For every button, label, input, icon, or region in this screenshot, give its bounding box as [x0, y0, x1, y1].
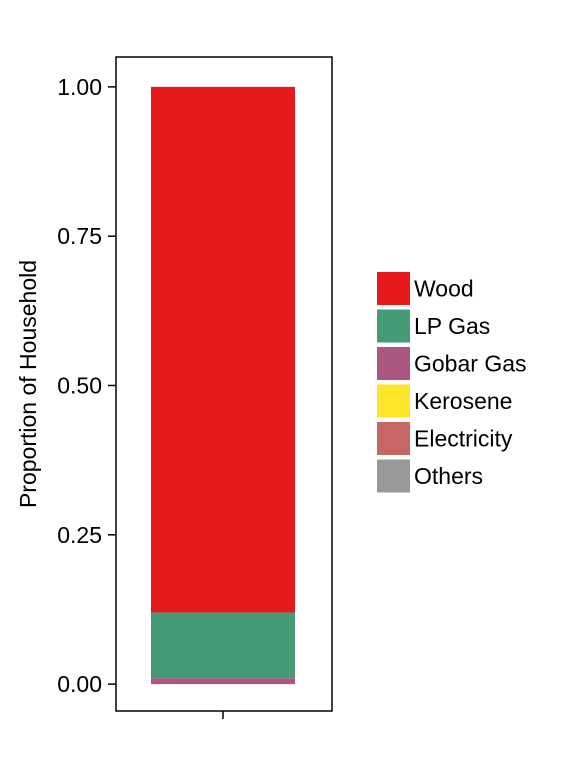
legend-label-others: Others	[414, 463, 483, 489]
bar-segment-wood	[151, 86, 295, 613]
y-tick-label: 1.00	[57, 74, 102, 100]
legend-label-wood: Wood	[414, 276, 474, 302]
legend: Wood LP Gas Gobar Gas Kerosene Electricity Ot…	[377, 272, 527, 493]
legend-label-lp-gas: LP Gas	[414, 313, 490, 339]
y-axis-title: Proportion of Household	[15, 260, 41, 508]
legend-swatch-electricity	[377, 422, 410, 455]
legend-swatch-lp-gas	[377, 309, 410, 343]
legend-swatch-others	[377, 459, 410, 493]
legend-swatch-gobar-gas	[377, 347, 410, 380]
legend-label-electricity: Electricity	[414, 426, 513, 452]
legend-swatch-kerosene	[377, 384, 410, 418]
legend-label-gobar-gas: Gobar Gas	[414, 351, 527, 377]
y-tick-label: 0.25	[57, 522, 102, 548]
y-tick-label: 0.50	[57, 372, 102, 398]
plot-bars	[151, 86, 295, 685]
y-axis: 0.00 0.25 0.50 0.75 1.00	[57, 74, 116, 697]
plot-frame	[115, 56, 333, 712]
y-tick-label: 0.00	[57, 671, 102, 697]
legend-swatch-wood	[377, 272, 410, 305]
bar-segment-gobar-gas	[151, 678, 295, 685]
y-tick-label: 0.75	[57, 223, 102, 249]
bar-segment-lp-gas	[151, 612, 295, 679]
legend-label-kerosene: Kerosene	[414, 388, 512, 414]
